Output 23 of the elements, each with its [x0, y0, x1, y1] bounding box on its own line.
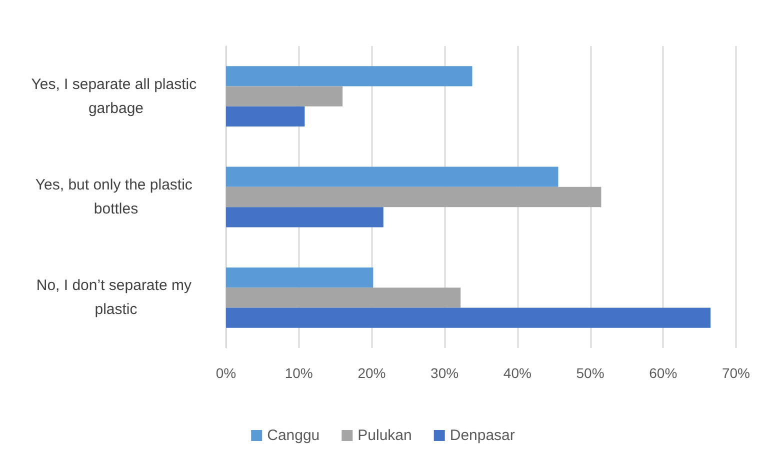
bar: [226, 267, 374, 288]
bar: [226, 66, 472, 86]
x-tick-label: 20%: [358, 365, 386, 381]
bar: [226, 207, 384, 228]
x-tick-label: 40%: [503, 365, 532, 381]
x-tick-label: 10%: [284, 365, 313, 381]
bar: [226, 186, 602, 208]
x-tick-label: 30%: [430, 365, 459, 381]
x-tick-label: 70%: [722, 365, 750, 381]
bar: [226, 308, 710, 328]
y-tick-label: Yes, but only the plastic bottles: [35, 176, 197, 218]
bar: [226, 166, 558, 187]
y-tick-label: Yes, I separate all plastic garbage: [31, 76, 201, 117]
bar: [226, 288, 461, 308]
bar: [226, 106, 305, 127]
x-tick-label: 60%: [649, 365, 678, 381]
y-tick-label: No, I don’t separate my plastic: [36, 277, 196, 318]
x-tick-label: 50%: [576, 365, 604, 381]
legend-label: Pulukan: [358, 427, 412, 444]
x-tick-label: 0%: [216, 365, 236, 381]
bar: [226, 86, 343, 106]
legend-label: Denpasar: [450, 427, 515, 444]
legend-label: Canggu: [267, 427, 320, 444]
